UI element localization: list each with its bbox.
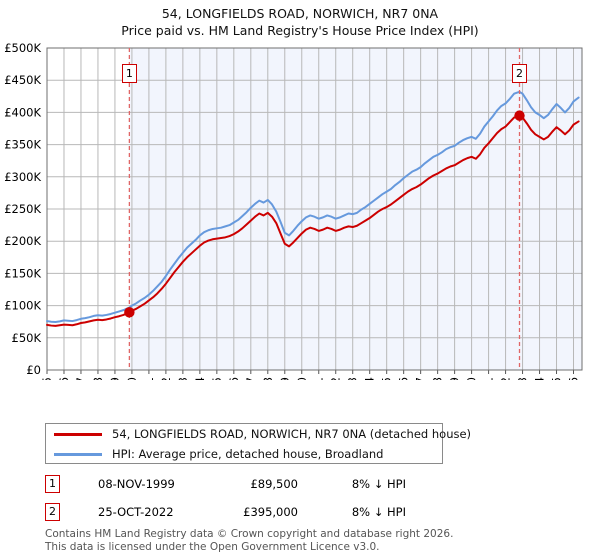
table-row: 2 25-OCT-2022 £395,000 8% ↓ HPI xyxy=(45,498,465,526)
y-axis-tick-label: £250K xyxy=(4,202,41,216)
transaction-hpi-delta: 8% ↓ HPI xyxy=(351,505,406,519)
x-axis-tick-label: 1998 xyxy=(91,377,105,380)
x-axis-tick-label: 2008 xyxy=(261,377,275,380)
legend-swatch-property xyxy=(54,432,102,436)
transaction-index-badge: 1 xyxy=(45,475,60,493)
x-axis-tick-label: 2024 xyxy=(533,377,547,380)
transaction-price: £89,500 xyxy=(250,477,298,491)
legend-swatch-hpi xyxy=(54,452,102,456)
y-axis-tick-label: £50K xyxy=(12,331,42,345)
x-axis-tick-label: 2017 xyxy=(414,377,428,380)
x-axis-tick-label: 2001 xyxy=(142,377,156,380)
y-axis-tick-label: £150K xyxy=(4,266,41,280)
series-line-hpi xyxy=(46,90,580,324)
x-axis-tick-label: 2005 xyxy=(210,377,224,380)
transaction-point[interactable] xyxy=(514,110,525,121)
x-axis-tick-label: 2010 xyxy=(295,377,309,380)
transactions-table: 1 08-NOV-1999 £89,500 8% ↓ HPI 2 25-OCT-… xyxy=(45,470,465,526)
x-axis-tick-label: 2009 xyxy=(278,377,292,380)
x-axis-tick-label: 2002 xyxy=(159,377,173,380)
x-axis-tick-label: 1997 xyxy=(74,377,88,380)
chart-marker-badge[interactable]: 2 xyxy=(511,64,527,83)
legend-label-hpi: HPI: Average price, detached house, Broa… xyxy=(112,447,384,461)
legend-item-property: 54, LONGFIELDS ROAD, NORWICH, NR7 0NA (d… xyxy=(46,424,471,444)
table-row: 1 08-NOV-1999 £89,500 8% ↓ HPI xyxy=(45,470,465,498)
y-axis-tick-label: £300K xyxy=(4,170,41,184)
x-axis-tick-label: 1999 xyxy=(108,377,122,380)
x-axis-tick-label: 2013 xyxy=(346,377,360,380)
transaction-price: £395,000 xyxy=(243,505,298,519)
x-axis-tick-label: 2004 xyxy=(193,377,207,380)
x-axis-tick-label: 2015 xyxy=(380,377,394,380)
transaction-hpi-delta: 8% ↓ HPI xyxy=(351,477,406,491)
chart-subtitle: Price paid vs. HM Land Registry's House … xyxy=(121,23,479,38)
plot-frame xyxy=(46,47,583,371)
x-axis-tick-label: 2012 xyxy=(329,377,343,380)
x-axis-tick-label: 2011 xyxy=(312,377,326,380)
x-axis-tick-label: 2007 xyxy=(244,377,258,380)
series-line-property xyxy=(46,114,580,327)
x-axis-tick-label: 2020 xyxy=(465,377,479,380)
y-axis-tick-label: £400K xyxy=(4,105,41,119)
x-axis-tick-label: 2000 xyxy=(125,377,139,380)
chart-marker-badge[interactable]: 1 xyxy=(121,64,137,83)
y-axis-tick-label: £450K xyxy=(4,73,41,87)
chart-title: 54, LONGFIELDS ROAD, NORWICH, NR7 0NA xyxy=(161,6,439,21)
transaction-point[interactable] xyxy=(124,307,135,318)
footer-line-licence: This data is licensed under the Open Gov… xyxy=(45,540,380,553)
y-axis-tick-label: £350K xyxy=(4,138,41,152)
legend-item-hpi: HPI: Average price, detached house, Broa… xyxy=(46,444,442,464)
footer-line-copyright: Contains HM Land Registry data © Crown c… xyxy=(45,528,454,540)
x-axis-tick-label: 2022 xyxy=(499,377,513,380)
x-axis-tick-label: 2006 xyxy=(227,377,241,380)
footer-attribution: Contains HM Land Registry data © Crown c… xyxy=(45,528,585,553)
x-axis-tick-label: 2021 xyxy=(482,377,496,380)
transaction-date: 25-OCT-2022 xyxy=(98,505,174,519)
x-axis-tick-label: 2003 xyxy=(176,377,190,380)
x-axis-tick-label: 2019 xyxy=(448,377,462,380)
x-axis-tick-label: 1996 xyxy=(57,377,71,380)
x-axis-tick-label: 2014 xyxy=(363,377,377,380)
y-axis-tick-label: £0 xyxy=(26,363,41,377)
transaction-index-badge: 2 xyxy=(45,503,60,521)
x-axis-tick-label: 2016 xyxy=(397,377,411,380)
price-history-line-chart: £0 £50K £100K £150K £200K £250K £300K £350K £400… xyxy=(4,41,583,380)
x-axis-tick-label: 2026 xyxy=(567,377,581,380)
page-title: 54, LONGFIELDS ROAD, NORWICH, NR7 0NA Pr… xyxy=(0,0,600,39)
y-axis-tick-label: £200K xyxy=(4,234,41,248)
x-axis-tick-label: 2018 xyxy=(431,377,445,380)
x-axis-tick-label: 1995 xyxy=(40,377,54,380)
transaction-date: 08-NOV-1999 xyxy=(98,477,175,491)
y-axis-tick-label: £500K xyxy=(4,41,41,55)
legend-label-property: 54, LONGFIELDS ROAD, NORWICH, NR7 0NA (d… xyxy=(112,427,472,441)
x-axis-tick-label: 2025 xyxy=(550,377,564,380)
chart-plot-area: £0 £50K £100K £150K £200K £250K £300K £350K £400… xyxy=(0,40,600,380)
chart-legend: 54, LONGFIELDS ROAD, NORWICH, NR7 0NA (d… xyxy=(45,423,471,464)
x-axis-tick-label: 2023 xyxy=(516,377,530,380)
y-axis-tick-label: £100K xyxy=(4,299,41,313)
